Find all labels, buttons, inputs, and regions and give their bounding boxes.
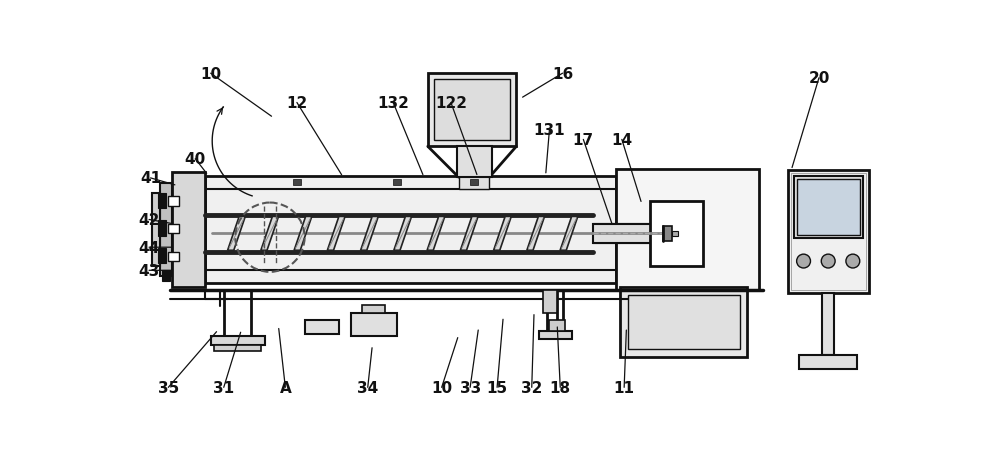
Bar	[205, 176, 616, 284]
Circle shape	[797, 255, 810, 268]
Bar	[663, 226, 672, 241]
Polygon shape	[228, 217, 245, 251]
Text: 16: 16	[552, 67, 573, 81]
Text: 10: 10	[200, 67, 221, 81]
Bar	[470, 179, 478, 186]
Bar	[168, 225, 179, 234]
Circle shape	[846, 255, 860, 268]
Text: 131: 131	[534, 123, 565, 138]
Bar	[168, 252, 179, 261]
Bar	[620, 288, 747, 357]
Bar	[305, 321, 339, 335]
Bar	[791, 174, 866, 291]
Bar	[162, 270, 170, 281]
Bar	[593, 225, 678, 243]
Text: 31: 31	[213, 380, 234, 395]
Polygon shape	[327, 217, 345, 251]
Bar	[160, 184, 172, 276]
Text: A: A	[279, 380, 291, 395]
Text: 35: 35	[158, 380, 179, 395]
Polygon shape	[427, 217, 445, 251]
Bar	[628, 295, 740, 349]
Bar	[822, 294, 834, 355]
Polygon shape	[294, 217, 312, 251]
Text: 17: 17	[573, 133, 594, 148]
Text: 40: 40	[185, 152, 206, 167]
Polygon shape	[527, 217, 545, 251]
Text: 43: 43	[138, 263, 160, 278]
Bar	[158, 248, 166, 264]
Text: 41: 41	[140, 171, 161, 186]
Bar	[172, 172, 205, 288]
Text: 14: 14	[611, 133, 632, 148]
Polygon shape	[460, 217, 478, 251]
Bar	[214, 345, 261, 351]
Polygon shape	[261, 217, 279, 251]
Bar	[650, 201, 703, 266]
Text: 18: 18	[550, 380, 571, 395]
Bar	[152, 193, 160, 267]
Text: 122: 122	[435, 96, 467, 111]
Text: 11: 11	[614, 380, 635, 395]
Text: 132: 132	[377, 96, 409, 111]
Bar	[158, 193, 166, 208]
Bar	[794, 177, 863, 238]
Bar	[293, 179, 301, 186]
Text: 10: 10	[431, 380, 452, 395]
Bar	[543, 290, 557, 313]
Bar	[539, 331, 572, 339]
Text: 34: 34	[357, 380, 378, 395]
Text: 32: 32	[521, 380, 542, 395]
Bar	[434, 80, 510, 141]
Bar	[799, 355, 857, 369]
Bar	[211, 336, 265, 345]
Polygon shape	[361, 217, 378, 251]
Bar	[351, 313, 397, 336]
Text: 20: 20	[808, 71, 830, 86]
Bar	[797, 180, 860, 236]
Bar	[362, 305, 385, 313]
Bar	[459, 176, 489, 190]
Polygon shape	[494, 217, 511, 251]
Text: 12: 12	[286, 96, 308, 111]
Bar	[616, 170, 759, 290]
Text: 44: 44	[138, 240, 160, 255]
Bar	[393, 179, 401, 186]
Polygon shape	[560, 217, 578, 251]
Circle shape	[821, 255, 835, 268]
Text: 42: 42	[138, 212, 160, 228]
Bar	[788, 171, 869, 294]
Text: 15: 15	[487, 380, 508, 395]
Bar	[672, 231, 678, 236]
Bar	[457, 147, 492, 178]
Bar	[168, 197, 179, 206]
Polygon shape	[394, 217, 412, 251]
Bar	[158, 221, 166, 236]
Bar	[549, 321, 565, 331]
Bar	[428, 74, 516, 147]
Text: 33: 33	[460, 380, 481, 395]
